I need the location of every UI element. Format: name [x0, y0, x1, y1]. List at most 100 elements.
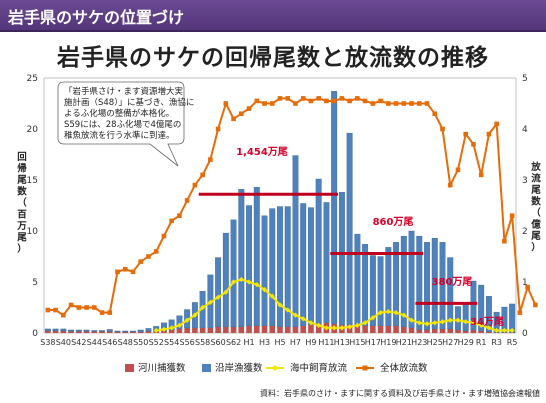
river-bar: [130, 331, 136, 333]
right-axis-label-char: 尾: [530, 231, 541, 242]
sea-rearing-release-point: [416, 320, 422, 326]
river-bar: [223, 326, 229, 333]
total-release-point: [432, 111, 438, 116]
x-tick-label: H7: [290, 338, 301, 347]
legend-swatch-marker: [272, 365, 278, 371]
x-tick-label: S48: [118, 338, 133, 347]
total-release-point: [455, 167, 461, 173]
river-bar: [45, 330, 51, 333]
river-bar: [207, 327, 214, 333]
river-bar: [292, 326, 299, 333]
average-label: 380万尾: [432, 276, 473, 288]
x-tick-label: H13: [334, 338, 350, 347]
sea-rearing-release-point: [277, 302, 283, 308]
callout-line: 施計画（S48）」に基づき、漁協に: [64, 97, 194, 108]
x-tick-label: S46: [102, 338, 117, 347]
sea-rearing-release-point: [223, 289, 229, 295]
river-bar: [254, 325, 260, 333]
header-bar: 岩手県のサケの位置づけ: [0, 0, 546, 32]
coastal-bar: [300, 203, 307, 327]
total-release-point: [269, 101, 275, 106]
sea-rearing-release-point: [377, 310, 384, 316]
coastal-bar: [447, 257, 454, 330]
sea-rearing-release-point: [455, 317, 461, 323]
total-release-point: [355, 96, 360, 101]
total-release-point: [308, 98, 314, 104]
total-release-point: [262, 101, 267, 106]
total-release-point: [533, 302, 538, 308]
total-release-point: [184, 198, 190, 203]
right-axis-label-char: （: [531, 207, 541, 219]
total-release-point: [447, 182, 453, 188]
total-release-point: [525, 284, 530, 290]
river-bar: [215, 326, 221, 333]
river-bar: [439, 328, 446, 333]
left-axis-label-char: 尾: [16, 175, 27, 186]
river-bar: [277, 326, 283, 333]
coastal-bar: [385, 247, 392, 327]
river-bar: [99, 331, 105, 333]
total-release-point: [91, 305, 97, 310]
total-release-point: [146, 254, 151, 259]
river-bar: [246, 325, 252, 333]
coastal-bar: [253, 186, 260, 327]
coastal-bar: [416, 235, 423, 331]
sea-rearing-release-point: [246, 279, 252, 285]
total-release-point: [416, 101, 422, 106]
coastal-bar: [377, 256, 384, 327]
total-release-point: [478, 172, 484, 178]
river-bar: [106, 331, 113, 333]
river-bar: [362, 325, 368, 333]
river-bar: [408, 327, 415, 333]
right-tick-label: 5: [522, 74, 528, 84]
sea-rearing-release-point: [478, 322, 484, 328]
callout-line: 稚魚放流を行う水準に到達。: [64, 130, 175, 141]
river-bar: [284, 326, 291, 333]
sea-rearing-release-point: [408, 317, 415, 323]
total-release-point: [378, 98, 383, 104]
sea-rearing-release-point: [184, 317, 190, 323]
total-release-point: [277, 96, 283, 101]
x-tick-label: R1: [476, 338, 487, 347]
sea-rearing-release-point: [238, 276, 244, 283]
coastal-bar: [99, 330, 105, 332]
sea-rearing-release-point: [285, 307, 291, 313]
sea-rearing-release-point: [207, 299, 213, 305]
sea-rearing-release-point: [308, 320, 314, 326]
sea-rearing-release-point: [486, 325, 492, 331]
x-tick-label: H1: [243, 338, 254, 347]
total-release-point: [208, 157, 213, 162]
total-release-point: [486, 131, 492, 137]
coastal-bar: [470, 280, 477, 331]
river-bar: [478, 330, 484, 333]
total-release-point: [115, 269, 120, 275]
right-tick-label: 3: [522, 176, 528, 186]
total-release-point: [45, 307, 51, 313]
coastal-bar: [362, 244, 369, 327]
total-release-point: [107, 310, 113, 315]
sea-rearing-release-point: [331, 325, 337, 331]
x-tick-label: H23: [411, 338, 427, 347]
left-axis-label-char: 尾: [16, 233, 27, 244]
total-release-point: [316, 96, 321, 101]
river-bar: [68, 331, 74, 333]
callout-line: 「岩手県さけ・ます資源増大実: [64, 86, 184, 97]
river-bar: [230, 326, 237, 333]
left-axis-label-char: 万: [16, 221, 27, 232]
left-axis-label-char: 帰: [17, 163, 27, 175]
river-bar: [122, 331, 129, 333]
left-tick-label: 15: [27, 176, 38, 186]
total-release-point: [509, 213, 515, 218]
sea-rearing-release-point: [261, 287, 268, 293]
total-release-point: [324, 98, 329, 104]
sea-rearing-release-point: [200, 304, 206, 311]
right-axis-label-char: 尾: [530, 185, 541, 196]
sea-rearing-release-point: [292, 312, 299, 318]
total-release-point: [130, 269, 136, 275]
total-release-point: [386, 101, 391, 106]
river-bar: [91, 331, 98, 333]
average-label: 1,454万尾: [236, 146, 288, 158]
coastal-bar: [68, 329, 75, 332]
left-axis-label-char: 回: [17, 152, 27, 163]
sea-rearing-release-point: [161, 326, 167, 333]
